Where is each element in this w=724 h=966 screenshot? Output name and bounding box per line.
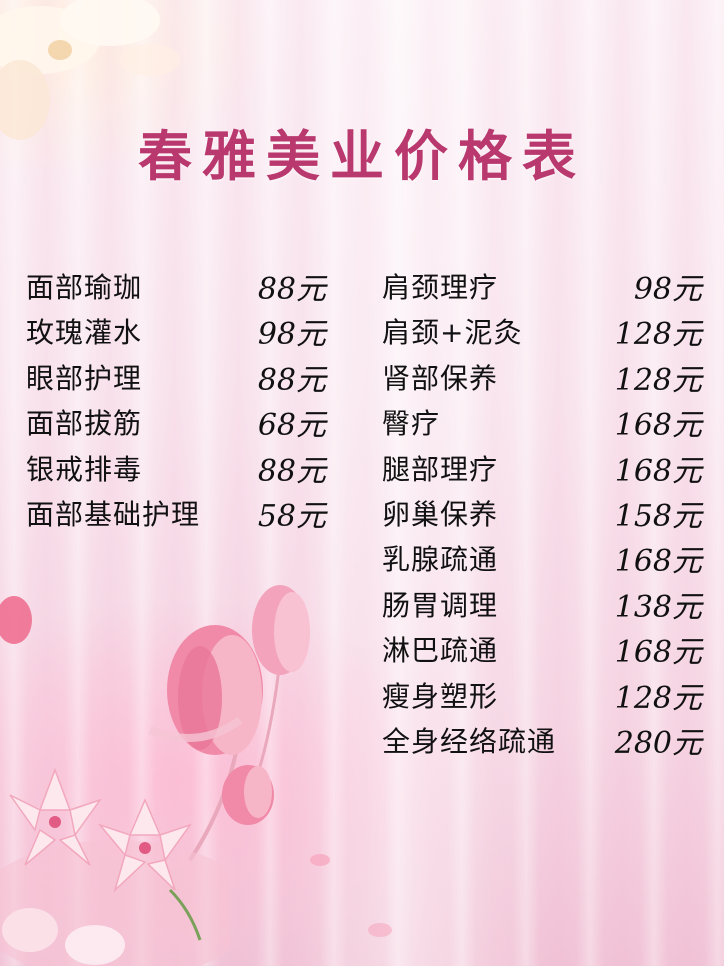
price-list-item: 面部拔筋 68元 [26,402,326,447]
falling-petals-icon [310,854,392,937]
price-list-item: 眼部护理 88元 [26,357,326,402]
price-list-item: 全身经络疏通 280元 [382,720,702,765]
service-name: 玫瑰灌水 [26,316,143,350]
service-price: 88元 [257,453,326,489]
service-name: 面部基础护理 [26,497,201,531]
price-list-item: 腿部理疗 168元 [382,448,702,493]
service-price: 88元 [257,272,326,307]
price-list-item: 面部瑜珈 88元 [26,266,326,311]
service-name: 乳腺疏通 [382,543,499,577]
service-price: 168元 [614,544,702,580]
service-price: 168元 [614,635,702,671]
price-list-item: 肾部保养 128元 [382,357,702,402]
price-list-right: 肩颈理疗 98元 肩颈+泥灸 128元 肾部保养 128元 臀疗 168元 腿部理疗 168元 卵巢… [382,266,702,765]
price-list-item: 肩颈+泥灸 128元 [382,311,702,356]
service-name: 面部拔筋 [26,407,143,441]
service-name: 银戒排毒 [26,452,143,486]
service-name: 淋巴疏通 [382,634,499,668]
service-price: 128元 [614,317,702,353]
service-name: 卵巢保养 [382,497,499,531]
page-title: 春雅美业价格表 [138,125,586,188]
service-price: 128元 [614,680,702,716]
service-price: 158元 [614,498,702,534]
service-name: 肩颈理疗 [382,271,499,304]
service-name: 瘦身塑形 [382,679,499,713]
price-list-item: 淋巴疏通 168元 [382,629,702,674]
service-name: 肠胃调理 [382,588,499,622]
service-name: 腿部理疗 [382,452,499,486]
service-price: 128元 [614,362,702,398]
petal-left-icon [0,596,32,644]
service-price: 98元 [257,317,326,353]
service-name: 肩颈+泥灸 [382,316,523,350]
service-name: 肾部保养 [382,361,499,395]
service-name: 眼部护理 [26,361,143,395]
price-list-item: 乳腺疏通 168元 [382,538,702,583]
service-price: 168元 [614,453,702,489]
service-price: 280元 [614,725,702,761]
service-price: 168元 [614,408,702,444]
price-list-item: 肠胃调理 138元 [382,584,702,629]
price-list-item: 玫瑰灌水 98元 [26,311,326,356]
service-name: 臀疗 [382,407,441,441]
service-price: 88元 [257,362,326,398]
price-list-item: 瘦身塑形 128元 [382,675,702,720]
price-list-item: 卵巢保养 158元 [382,493,702,538]
price-list-item: 肩颈理疗 98元 [382,266,702,311]
background-glow [280,0,540,966]
price-list-item: 面部基础护理 58元 [26,493,326,538]
price-list-left: 面部瑜珈 88元 玫瑰灌水 98元 眼部护理 88元 面部拔筋 68元 银戒排毒 88元 面部基础护… [26,266,326,538]
service-name: 面部瑜珈 [26,271,143,304]
lily-flowers-icon [0,767,230,966]
price-list-item: 银戒排毒 88元 [26,448,326,493]
service-price: 58元 [257,498,326,534]
service-price: 98元 [633,272,702,307]
service-price: 68元 [257,408,326,444]
service-price: 138元 [614,589,702,625]
blossom-top-left-icon [0,0,180,140]
tulip-flowers-icon [148,585,310,862]
price-list-item: 臀疗 168元 [382,402,702,447]
service-name: 全身经络疏通 [382,724,557,758]
